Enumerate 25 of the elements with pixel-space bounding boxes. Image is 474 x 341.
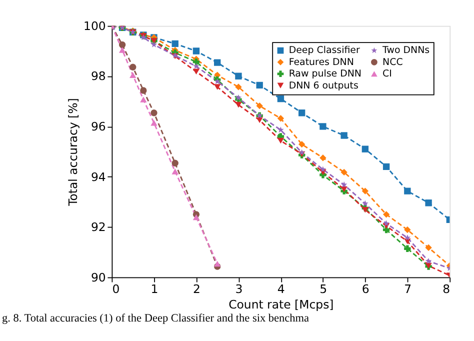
x-tick-label: 2 xyxy=(192,282,200,296)
legend-label: DNN 6 outputs xyxy=(288,80,358,92)
x-tick-label: 3 xyxy=(235,282,243,296)
x-axis-title: Count rate [Mcps] xyxy=(228,297,334,312)
legend-label: NCC xyxy=(382,56,404,68)
x-tick-label: 1 xyxy=(150,282,158,296)
x-tick-label: 6 xyxy=(362,282,370,296)
x-tick-label: 7 xyxy=(404,282,412,296)
y-tick-label: 100 xyxy=(84,18,106,33)
legend-label: Raw pulse DNN xyxy=(288,68,362,80)
x-tick-label: 4 xyxy=(277,282,285,296)
y-tick-label: 96 xyxy=(90,119,106,134)
legend-label: Two DNNs xyxy=(382,45,430,56)
legend-label: CI xyxy=(382,68,392,80)
text: g. 8. Total accuracies (1) of the Deep Classifier and the six benchma xyxy=(2,312,309,324)
y-tick-label: 92 xyxy=(90,220,106,234)
y-tick-label: 90 xyxy=(90,270,106,284)
y-tick-label: 94 xyxy=(90,170,106,184)
x-tick-label: 8 xyxy=(442,282,450,296)
y-tick-label: 98 xyxy=(90,69,106,84)
x-tick-label: 5 xyxy=(320,282,328,296)
legend-label: Features DNN xyxy=(288,56,354,68)
y-axis-title: Total accuracy [%] xyxy=(66,98,80,207)
x-tick-label: 0 xyxy=(112,282,120,296)
legend-label: Deep Classifier xyxy=(288,45,360,56)
